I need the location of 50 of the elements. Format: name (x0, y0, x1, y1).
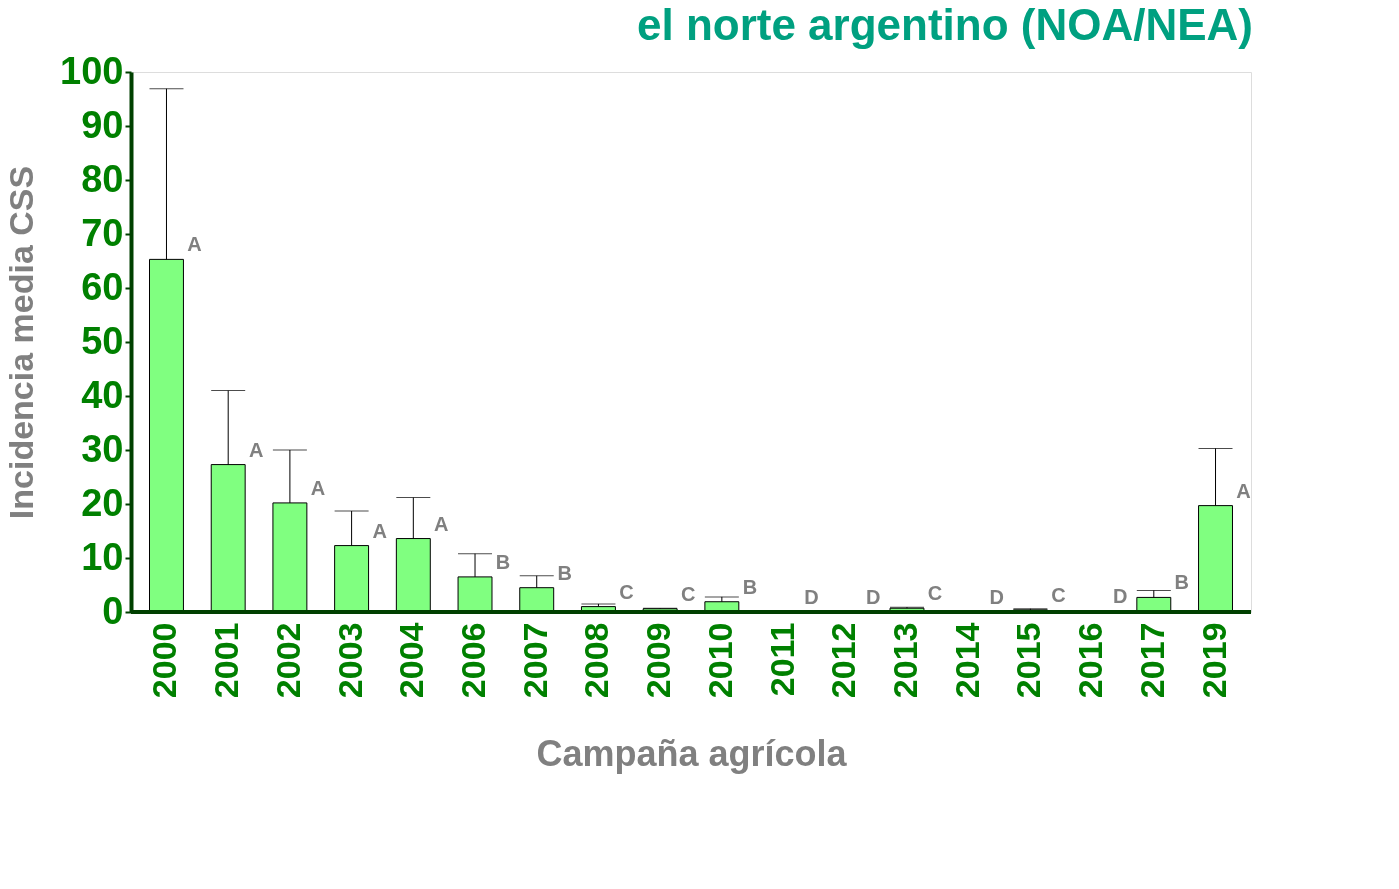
y-tick-label: 70 (81, 211, 124, 254)
chart-title: el norte argentino (NOA/NEA) (636, 0, 1253, 49)
annotation: A (372, 519, 387, 542)
annotation: D (866, 586, 881, 608)
x-tick-label: 2010 (700, 622, 739, 699)
y-tick-label: 10 (81, 535, 124, 578)
annotation: C (680, 582, 696, 605)
annotation: D (804, 586, 819, 608)
x-tick-label: 2001 (207, 622, 246, 699)
annotation: A (434, 512, 449, 535)
annotation: B (742, 575, 758, 598)
y-tick-label: 50 (81, 319, 124, 362)
x-tick-label: 2016 (1071, 622, 1110, 699)
x-tick-label: 2009 (639, 622, 678, 699)
annotation: A (1236, 479, 1251, 502)
y-tick-label: 30 (81, 427, 124, 470)
y-tick-label: 0 (102, 589, 124, 632)
x-tick-label: 2017 (1132, 622, 1171, 699)
annotation: C (927, 582, 943, 605)
x-tick-label: 2007 (515, 622, 554, 699)
x-tick-label: 2002 (268, 622, 307, 699)
x-tick-label: 2011 (762, 622, 801, 697)
annotation: B (557, 561, 572, 584)
y-tick-label: 20 (81, 481, 124, 524)
x-tick-label: 2019 (1194, 622, 1233, 699)
x-tick-label: 2000 (145, 622, 184, 699)
y-tick-label: 100 (60, 49, 124, 92)
annotation: D (1112, 584, 1128, 607)
y-axis-title: Incidencia media CSS (2, 165, 41, 520)
annotation: B (495, 550, 511, 573)
y-tick-label: 40 (81, 373, 124, 416)
x-tick-label: 2004 (392, 622, 431, 699)
y-tick-label: 60 (81, 265, 124, 308)
x-tick-label: 2013 (885, 622, 924, 699)
annotation: B (1174, 571, 1190, 594)
annotation: C (1051, 583, 1066, 606)
y-tick-label: 90 (81, 103, 124, 146)
x-tick-label: 2012 (824, 622, 863, 699)
y-tick-label: 80 (81, 157, 124, 200)
x-tick-label: 2006 (454, 622, 493, 699)
x-tick-label: 2014 (947, 622, 986, 699)
x-tick-label: 2003 (330, 622, 369, 699)
annotation: D (989, 586, 1004, 608)
x-tick-label: 2008 (577, 622, 616, 699)
x-axis-title: Campaña agrícola (536, 733, 848, 775)
annotation: C (619, 580, 634, 603)
annotation: A (187, 233, 202, 256)
x-tick-label: 2015 (1009, 622, 1048, 699)
annotation: A (248, 438, 264, 461)
annotation: A (310, 476, 326, 499)
